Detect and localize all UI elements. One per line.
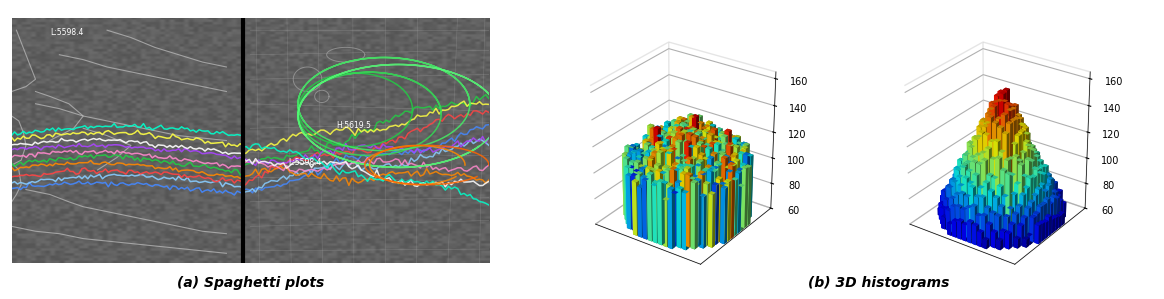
Text: L:5598.4: L:5598.4: [50, 28, 83, 37]
Text: (a) Spaghetti plots: (a) Spaghetti plots: [177, 276, 324, 290]
Text: H:5619.5: H:5619.5: [336, 121, 371, 130]
Text: L:5598.4: L:5598.4: [289, 158, 321, 167]
Text: (b) 3D histograms: (b) 3D histograms: [808, 276, 950, 290]
